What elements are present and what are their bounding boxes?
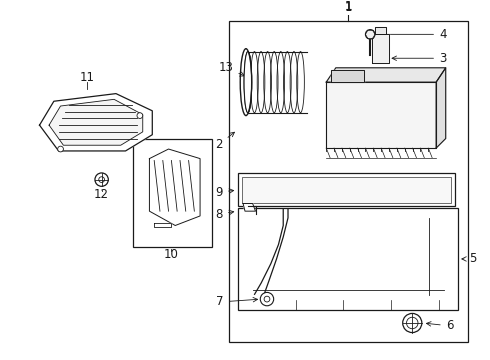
Text: 1: 1: [344, 0, 352, 13]
Circle shape: [366, 30, 375, 39]
Bar: [133, 139, 212, 247]
Text: 8: 8: [216, 207, 234, 221]
Polygon shape: [40, 94, 152, 151]
Bar: [238, 208, 458, 310]
Circle shape: [58, 146, 63, 152]
Text: 2: 2: [216, 132, 234, 151]
Polygon shape: [149, 149, 200, 225]
Text: 1: 1: [344, 0, 352, 13]
Text: 4: 4: [382, 28, 446, 41]
Polygon shape: [436, 68, 446, 148]
Polygon shape: [243, 203, 255, 211]
Circle shape: [260, 292, 274, 306]
Text: 6: 6: [426, 319, 453, 332]
Circle shape: [137, 113, 143, 118]
Circle shape: [99, 177, 104, 183]
Circle shape: [407, 317, 418, 329]
Bar: [242, 177, 451, 203]
Circle shape: [95, 173, 108, 186]
Polygon shape: [326, 82, 436, 148]
Polygon shape: [375, 27, 387, 34]
Text: 12: 12: [94, 188, 109, 201]
Bar: [229, 21, 467, 342]
Text: 10: 10: [164, 248, 179, 261]
Text: 1: 1: [344, 1, 352, 14]
Text: 9: 9: [216, 185, 234, 199]
Text: 5: 5: [462, 252, 477, 265]
Polygon shape: [49, 99, 143, 145]
Bar: [238, 173, 455, 206]
Polygon shape: [372, 34, 390, 63]
Text: 7: 7: [217, 296, 258, 309]
Polygon shape: [154, 222, 171, 228]
Text: 11: 11: [80, 71, 95, 84]
Text: 3: 3: [392, 52, 446, 65]
Text: 13: 13: [219, 61, 245, 76]
Circle shape: [264, 296, 270, 302]
Polygon shape: [331, 70, 365, 82]
Circle shape: [403, 314, 422, 333]
Ellipse shape: [244, 51, 252, 113]
Polygon shape: [326, 68, 446, 82]
